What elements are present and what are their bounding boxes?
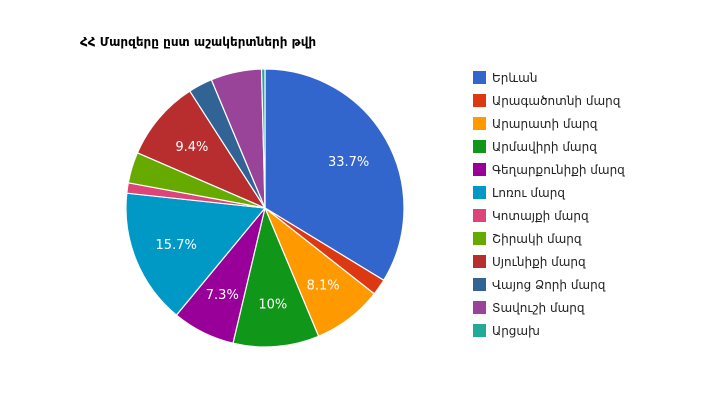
legend-item[interactable]: Սյունիքի մարզ <box>473 255 586 269</box>
legend-item[interactable]: Երևան <box>473 71 537 85</box>
slice-percent-label: 8.1% <box>307 278 340 293</box>
legend-item[interactable]: Լոռու մարզ <box>473 186 565 200</box>
legend-item[interactable]: Արարատի մարզ <box>473 117 598 131</box>
legend-label: Երևան <box>492 71 537 85</box>
pie-slice[interactable] <box>136 90 267 210</box>
legend-swatch <box>473 301 486 314</box>
legend-item[interactable]: Արցախ <box>473 324 540 338</box>
legend-label: Շիրակի մարզ <box>492 232 582 246</box>
legend-item[interactable]: Տավուշի մարզ <box>473 301 585 315</box>
legend-item[interactable]: Շիրակի մարզ <box>473 232 582 246</box>
slice-percent-label: 10% <box>258 298 287 313</box>
legend-label: Արարատի մարզ <box>492 117 598 131</box>
legend-swatch <box>473 186 486 199</box>
pie-slice-labels: 33.7% 8.1% 10% 7.3% 15.7% 9.4% <box>156 140 370 313</box>
pie-slice[interactable] <box>264 68 405 282</box>
slice-percent-label: 7.3% <box>206 288 239 303</box>
legend-label: Արագածոտնի մարզ <box>492 94 621 108</box>
legend-swatch <box>473 209 486 222</box>
legend-label: Վայոց Ձորի մարզ <box>492 278 606 292</box>
slice-percent-label: 9.4% <box>175 140 208 155</box>
pie-slice[interactable] <box>125 192 267 316</box>
slice-percent-label: 33.7% <box>328 155 369 170</box>
legend-swatch <box>473 117 486 130</box>
legend: Երևան Արագածոտնի մարզ Արարատի մարզ Արմավիրի… <box>473 71 625 338</box>
pie-slice[interactable] <box>232 206 320 348</box>
legend-item[interactable]: Կոտայքի մարզ <box>473 209 589 223</box>
legend-label: Տավուշի մարզ <box>492 301 585 315</box>
legend-label: Լոռու մարզ <box>492 186 565 200</box>
legend-label: Կոտայքի մարզ <box>492 209 589 223</box>
chart-title: ՀՀ Մարզերը ըստ աշակերտների թվի <box>80 35 316 49</box>
legend-swatch <box>473 324 486 337</box>
legend-swatch <box>473 94 486 107</box>
legend-label: Գեղարքունիքի մարզ <box>492 163 625 177</box>
legend-swatch <box>473 255 486 268</box>
legend-label: Արմավիրի մարզ <box>492 140 597 154</box>
legend-swatch <box>473 71 486 84</box>
pie-slice[interactable] <box>260 68 266 209</box>
legend-swatch <box>473 140 486 153</box>
legend-swatch <box>473 278 486 291</box>
legend-swatch <box>473 163 486 176</box>
legend-label: Սյունիքի մարզ <box>492 255 586 269</box>
legend-item[interactable]: Վայոց Ձորի մարզ <box>473 278 606 292</box>
legend-label: Արցախ <box>492 324 540 338</box>
legend-swatch <box>473 232 486 245</box>
pie-slices <box>125 68 405 348</box>
legend-item[interactable]: Արմավիրի մարզ <box>473 140 597 154</box>
legend-item[interactable]: Արագածոտնի մարզ <box>473 94 621 108</box>
slice-percent-label: 15.7% <box>156 238 197 253</box>
legend-item[interactable]: Գեղարքունիքի մարզ <box>473 163 625 177</box>
